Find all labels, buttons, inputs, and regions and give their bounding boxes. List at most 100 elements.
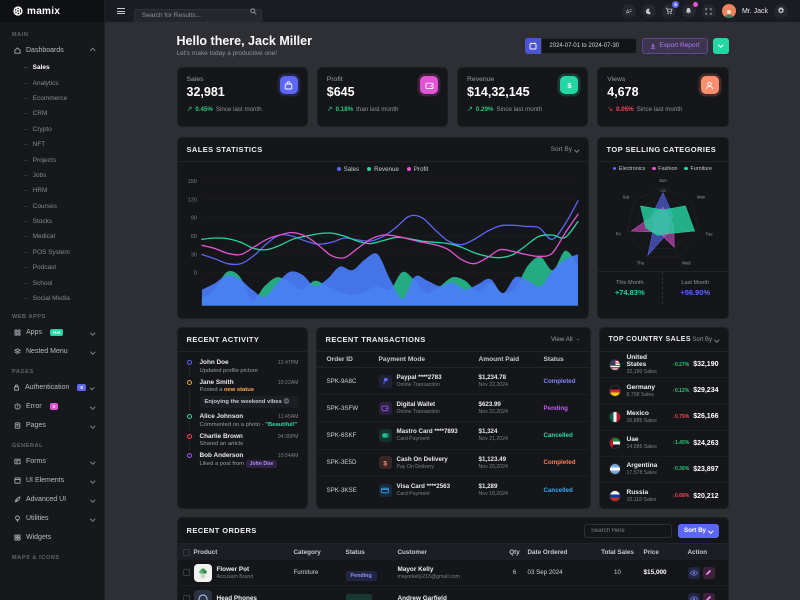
- sort-by-dropdown[interactable]: Sort By: [551, 146, 580, 153]
- order-status: [345, 590, 398, 600]
- activity-user-badge[interactable]: John Doe: [245, 459, 278, 468]
- search-icon[interactable]: [250, 7, 257, 15]
- settings-icon[interactable]: [774, 4, 788, 18]
- stat-value: $645: [326, 85, 355, 99]
- payment-mode-name: Digital Wallet: [396, 401, 436, 409]
- legend-dot: [336, 167, 341, 171]
- moon-icon[interactable]: [641, 4, 656, 18]
- activity-content: Alice Johnson 11:45AM Commented on a photo…: [200, 413, 299, 433]
- sort-by-dropdown[interactable]: Sort By: [692, 337, 720, 343]
- sidebar-item-label: Apps: [26, 329, 42, 337]
- sidebar-item-utilities[interactable]: Utilities: [0, 509, 104, 528]
- orders-header-row: Product Category Status Customer Qty Date Ord…: [177, 544, 728, 560]
- orders-sort-by-button[interactable]: Sort By: [677, 523, 719, 538]
- recent-transactions-card: RECENT TRANSACTIONS View All → Order ID P…: [315, 327, 591, 509]
- user-name[interactable]: Mr. Jack: [741, 7, 768, 15]
- sidebar-item-ui-elements[interactable]: UI Elements: [0, 471, 104, 490]
- stat-note: Since last month: [215, 105, 262, 113]
- row-checkbox[interactable]: [182, 595, 190, 600]
- bell-badge: [692, 2, 698, 7]
- sidebar-item-error[interactable]: Error 3: [0, 397, 104, 416]
- calendar-icon[interactable]: [525, 37, 542, 54]
- edit-icon[interactable]: [702, 592, 715, 600]
- search-input[interactable]: [134, 8, 262, 23]
- country-amount: $23,897: [693, 465, 719, 473]
- chevron-down-icon: [89, 330, 95, 336]
- sidebar-item-pages[interactable]: Pages: [0, 416, 104, 435]
- lock-icon: [13, 384, 20, 392]
- payment-mode-sub: Online Transaction: [396, 409, 440, 416]
- stat-card-views[interactable]: Views 4,678 ↘ 0.05% Since last month: [597, 67, 729, 127]
- sidebar-subitem-stocks[interactable]: Stocks: [0, 214, 104, 229]
- legend-item-furniture[interactable]: Furniture: [684, 166, 712, 172]
- stat-card-revenue[interactable]: Revenue $14,32,145 $ ↗ 0.29% Since last month: [457, 67, 589, 127]
- sidebar-subitem-ecommerce[interactable]: Ecommerce: [0, 91, 104, 106]
- sidebar-subitem-medical[interactable]: Medical: [0, 229, 104, 244]
- menu-toggle-icon[interactable]: [117, 8, 125, 14]
- transaction-row: SPK-3KSE Visa Card ****2563 Card Payment $1…: [317, 477, 590, 504]
- transaction-amount: $1,324 Nov 21,2024: [478, 428, 508, 443]
- payment-mode-name: Mastro Card ****7893: [396, 428, 458, 436]
- filter-dropdown-button[interactable]: [712, 37, 729, 54]
- language-icon[interactable]: A: [621, 4, 636, 18]
- stat-card-profit[interactable]: Profit $645 ↗ 0.18% than last month: [316, 67, 448, 127]
- transaction-row: SPK-9A8C Paypal ****2783 Online Transactio…: [316, 368, 590, 396]
- sidebar-subitem-crm[interactable]: CRM: [0, 106, 104, 121]
- view-icon[interactable]: [687, 566, 700, 579]
- legend-item-sales[interactable]: Sales: [336, 166, 359, 173]
- export-report-button[interactable]: Export Report: [642, 37, 708, 54]
- product-name: Flower Pot: [216, 565, 250, 573]
- sidebar-subitem-hrm[interactable]: HRM: [0, 183, 104, 198]
- activity-time: 10:22AM: [277, 379, 299, 386]
- legend-item-electronics[interactable]: Electronics: [612, 166, 645, 172]
- top-country-sales-card: TOP COUNTRY SALES Sort By United States 3…: [598, 327, 729, 509]
- legend-item-profit[interactable]: Profit: [406, 166, 428, 173]
- sidebar-subitem-analytics[interactable]: Analytics: [0, 75, 104, 90]
- row-checkbox[interactable]: [182, 569, 190, 576]
- sidebar-item-widgets[interactable]: Widgets: [0, 528, 104, 547]
- apps-icon: [13, 329, 21, 337]
- column-header: Action: [687, 548, 708, 556]
- activity-content: John Doe 12:47PM Updated profile picture: [200, 359, 299, 379]
- country-amount: $26,166: [693, 413, 719, 421]
- user-avatar[interactable]: [721, 4, 736, 18]
- cart-icon[interactable]: 5: [661, 1, 679, 18]
- sidebar-item-nested-menu[interactable]: Nested Menu: [0, 342, 104, 361]
- sidebar-subitem-social-media[interactable]: Social Media: [0, 291, 104, 306]
- product-name: Head Phones: [216, 595, 258, 600]
- sidebar-subitem-projects[interactable]: Projects: [0, 152, 104, 167]
- date-range-input[interactable]: 2024-07-01 to 2024-07-30: [541, 37, 638, 54]
- sidebar-subitem-pos-system[interactable]: POS System: [0, 245, 104, 260]
- sidebar-subitem-podcast[interactable]: Podcast: [0, 260, 104, 275]
- fullscreen-icon[interactable]: [701, 4, 716, 18]
- sidebar-item-authentication[interactable]: Authentication 8: [0, 378, 104, 397]
- orders-search-input[interactable]: [583, 523, 672, 538]
- card-title: RECENT ORDERS: [186, 526, 257, 535]
- select-all-checkbox[interactable]: [182, 548, 190, 556]
- transactions-header-row: Order ID Payment Mode Amount Paid Status: [316, 352, 590, 368]
- legend-item-fashion[interactable]: Fashion: [652, 166, 677, 172]
- sidebar-item-dashboards[interactable]: Dashboards: [0, 41, 104, 60]
- column-header: Price: [643, 548, 659, 556]
- legend-item-revenue[interactable]: Revenue: [367, 166, 399, 173]
- transaction-amount: $1,234.78 Nov 22,2024: [478, 374, 508, 389]
- sidebar-item-advanced-ui[interactable]: Advanced UI: [0, 490, 104, 509]
- bell-icon[interactable]: [681, 2, 698, 18]
- chevron-down-icon: [90, 385, 95, 391]
- sidebar-subitem-nft[interactable]: NFT: [0, 137, 104, 152]
- sidebar-item-forms[interactable]: Forms: [0, 452, 104, 471]
- sidebar-subitem-crypto[interactable]: Crypto: [0, 122, 104, 137]
- view-icon[interactable]: [687, 592, 700, 600]
- activity-rail: [186, 433, 194, 453]
- sidebar-subitem-school[interactable]: School: [0, 275, 104, 290]
- view-all-link[interactable]: View All →: [551, 336, 581, 343]
- stat-card-sales[interactable]: Sales 32,981 ↗ 0.45% Since last month: [176, 67, 308, 127]
- recent-activity-card: RECENT ACTIVITY John Doe 12:47PM Updated p…: [176, 327, 308, 509]
- sidebar-subitem-jobs[interactable]: Jobs: [0, 168, 104, 183]
- brand-logo[interactable]: mamix: [0, 0, 104, 22]
- edit-icon[interactable]: [702, 566, 715, 579]
- sidebar-subitem-sales[interactable]: Sales: [0, 60, 104, 75]
- transaction-amount: $1,289 Nov 18,2024: [478, 483, 508, 498]
- sidebar-subitem-courses[interactable]: Courses: [0, 199, 104, 214]
- sidebar-item-apps[interactable]: Apps Hot: [0, 323, 104, 342]
